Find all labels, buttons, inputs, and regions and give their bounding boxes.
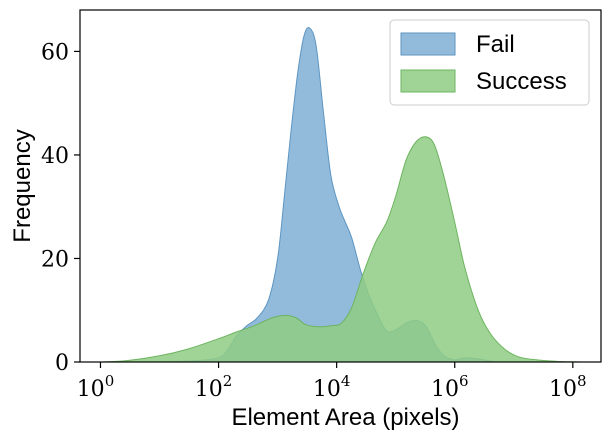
x-tick-label: 108 [549, 372, 587, 402]
plot-frame [79, 9, 602, 363]
x-tick-label: 100 [77, 372, 115, 402]
success-area-layer [100, 136, 584, 363]
x-tick-label: 104 [313, 372, 351, 402]
legend-label-fail: Fail [476, 31, 515, 58]
success-area [100, 136, 584, 363]
x-axis-ticks: 100 102 104 106 108 [77, 362, 587, 402]
y-tick-label: 20 [41, 247, 69, 272]
y-tick-label: 60 [41, 40, 69, 65]
x-tick-label: 102 [195, 372, 233, 402]
legend-label-success: Success [476, 68, 567, 95]
y-tick-label: 0 [55, 351, 69, 376]
y-axis-ticks: 0 20 40 60 [41, 40, 80, 376]
legend: Fail Success [389, 19, 590, 106]
y-tick-label: 40 [41, 144, 69, 169]
x-tick-label: 106 [431, 372, 469, 402]
legend-swatch-success [400, 69, 456, 93]
legend-swatch-fail [400, 32, 456, 56]
y-axis-title: Frequency [9, 129, 36, 242]
x-axis-title: Element Area (pixels) [231, 404, 459, 431]
